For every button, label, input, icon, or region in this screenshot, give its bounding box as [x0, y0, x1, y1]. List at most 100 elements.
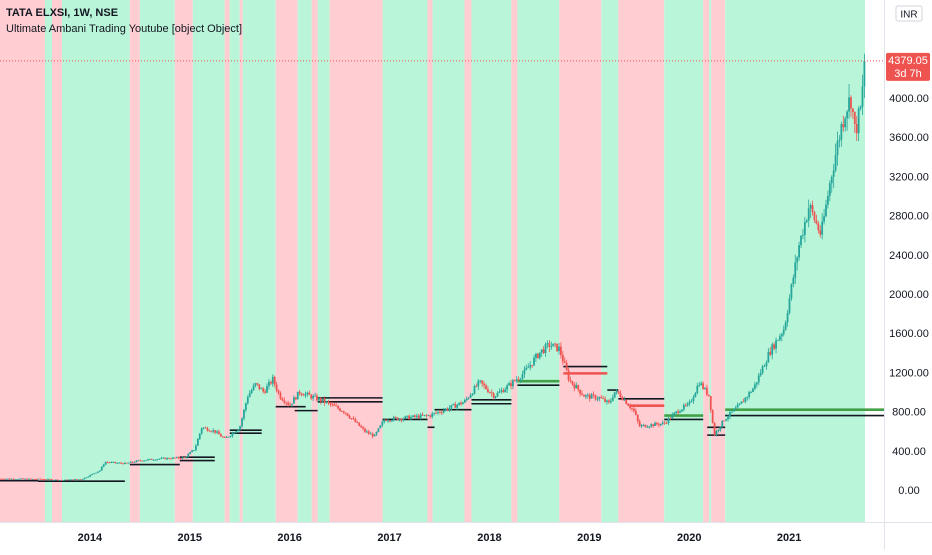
bull-zone: [317, 0, 330, 522]
bear-zone: [224, 0, 230, 522]
candle-body: [836, 140, 839, 156]
candle-body: [677, 411, 679, 413]
candle-body: [792, 277, 795, 285]
candle-body: [592, 394, 595, 396]
candle-body: [229, 435, 232, 437]
candle-body: [125, 462, 128, 464]
candle-body: [652, 424, 655, 427]
candle-body: [360, 425, 363, 428]
candle-body: [805, 220, 808, 223]
candle-body: [248, 393, 251, 398]
candle-body: [421, 414, 424, 416]
candle-body: [68, 479, 71, 481]
candle-body: [74, 479, 76, 481]
candle-body: [746, 396, 749, 398]
candle-body: [171, 457, 174, 459]
candle-body: [189, 452, 192, 455]
candle-body: [352, 418, 355, 420]
candle-body: [268, 381, 270, 387]
candle-body: [606, 400, 608, 402]
candle-body: [202, 427, 205, 429]
candle-body: [402, 418, 405, 421]
candle-body: [64, 479, 67, 481]
indicator-legend[interactable]: Ultimate Ambani Trading Youtube [object …: [6, 23, 243, 35]
candle-body: [773, 344, 776, 349]
candle-body: [89, 474, 92, 477]
candle-body: [667, 418, 670, 424]
candle-body: [504, 389, 507, 393]
candle-body: [550, 346, 553, 348]
candle-body: [704, 387, 706, 389]
candle-body: [794, 262, 797, 278]
candle-body: [237, 429, 240, 432]
time-axis[interactable]: 2014 2015 2016 2017 2018 2019 2020 2021: [0, 522, 932, 545]
candle-body: [579, 389, 582, 394]
candle-body: [629, 405, 631, 409]
candle-body: [851, 108, 854, 113]
candle-body: [223, 437, 226, 438]
candle-body: [137, 460, 140, 462]
candle-body: [198, 433, 201, 440]
price-axis[interactable]: 0.00 400.00 800.00 1200.00 1600.00 2000.00 240…: [884, 0, 929, 550]
candle-body: [561, 354, 564, 362]
candle-body: [306, 392, 309, 394]
candle-body: [218, 431, 220, 435]
bull-zone: [61, 0, 130, 522]
candle-body: [319, 398, 322, 402]
price-tick-label: 1600.00: [889, 328, 929, 340]
candle-body: [729, 412, 731, 417]
candle-body: [460, 402, 462, 405]
candle-body: [638, 421, 641, 427]
candle-body: [538, 352, 541, 359]
candle-body: [14, 479, 17, 481]
candle-body: [0, 478, 1, 480]
candle-body: [289, 404, 291, 406]
price-tick-label: 1200.00: [889, 367, 929, 379]
candle-body: [502, 390, 505, 393]
candle-body: [798, 245, 800, 258]
candle-body: [429, 415, 432, 417]
candle-body: [732, 409, 735, 412]
candle-body: [31, 478, 34, 480]
candle-body: [150, 458, 153, 460]
candle-body: [389, 420, 391, 422]
candle-body: [310, 394, 313, 399]
symbol-title[interactable]: TATA ELXSI, 1W, NSE: [6, 7, 119, 19]
bull-zone: [44, 0, 52, 522]
last-price-badge: [886, 52, 930, 81]
candle-body: [116, 462, 119, 464]
candle-body: [168, 457, 170, 459]
candle-body: [277, 390, 280, 393]
candle-body: [619, 393, 622, 398]
candle-body: [408, 415, 411, 420]
candle-body: [769, 351, 772, 355]
candle-body: [694, 393, 697, 398]
candle-body: [863, 60, 866, 87]
candle-body: [823, 216, 825, 222]
candle-body: [529, 365, 532, 368]
candle-body: [763, 366, 766, 367]
currency-label[interactable]: INR: [895, 5, 923, 22]
candle-body: [627, 404, 630, 406]
bear-zone: [311, 0, 318, 522]
year-tick-label: 2019: [577, 532, 601, 544]
bull-zone: [297, 0, 312, 522]
candle-body: [540, 349, 543, 353]
candle-body: [642, 424, 645, 426]
candle-body: [154, 459, 157, 461]
candle-body: [58, 480, 61, 481]
candle-body: [191, 450, 193, 453]
candle-body: [456, 404, 459, 408]
candle-body: [759, 373, 762, 376]
candle-body: [640, 425, 643, 427]
candle-body: [135, 460, 138, 463]
candle-body: [404, 416, 407, 419]
candle-body: [738, 403, 741, 405]
candle-body: [344, 412, 347, 414]
candle-body: [711, 410, 714, 423]
candle-body: [410, 417, 412, 420]
candle-body: [419, 414, 422, 419]
candle-body: [590, 394, 593, 399]
